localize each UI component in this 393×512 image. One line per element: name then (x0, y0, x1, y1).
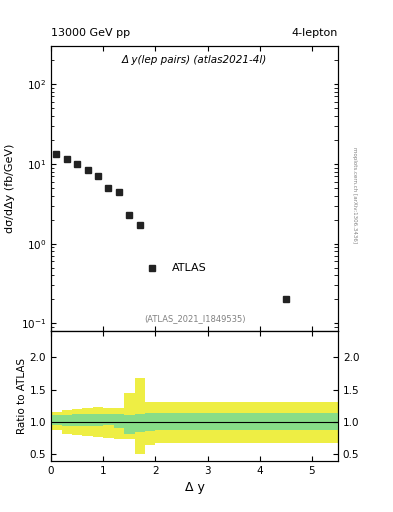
Text: Δ y(lep pairs) (atlas2021-4l): Δ y(lep pairs) (atlas2021-4l) (122, 55, 267, 65)
Y-axis label: dσ/dΔy (fb/GeV): dσ/dΔy (fb/GeV) (5, 144, 15, 233)
X-axis label: Δ y: Δ y (185, 481, 204, 494)
Y-axis label: Ratio to ATLAS: Ratio to ATLAS (17, 358, 27, 434)
Text: moplots.cern.ch [arXiv:1306.3436]: moplots.cern.ch [arXiv:1306.3436] (352, 146, 357, 243)
Text: ATLAS: ATLAS (172, 264, 206, 273)
Text: 13000 GeV pp: 13000 GeV pp (51, 28, 130, 37)
Text: (ATLAS_2021_I1849535): (ATLAS_2021_I1849535) (144, 314, 245, 323)
Text: 4-lepton: 4-lepton (292, 28, 338, 37)
